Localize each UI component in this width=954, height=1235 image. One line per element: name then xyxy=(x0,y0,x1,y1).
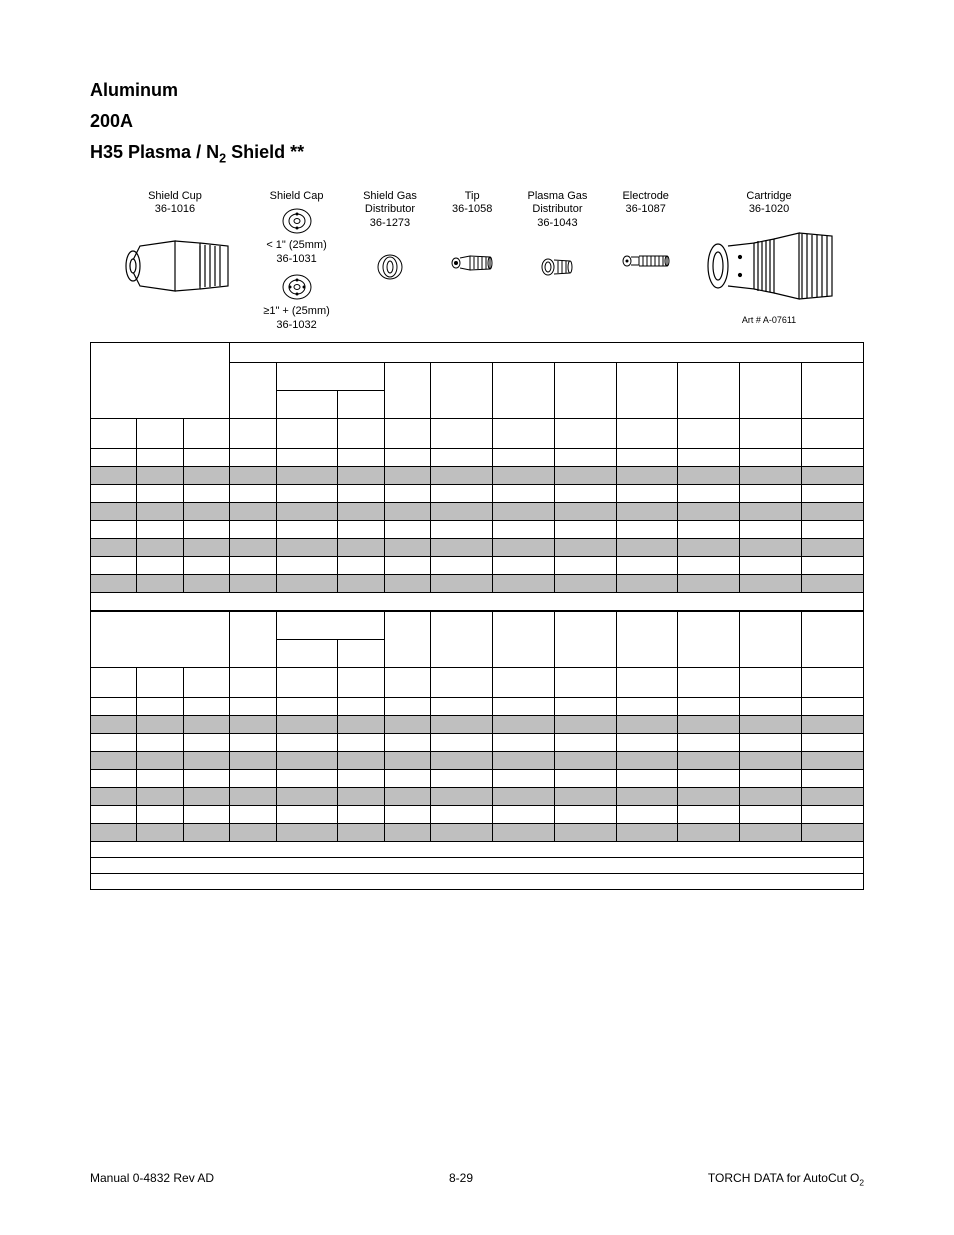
cut-chart-table-2 xyxy=(90,611,864,890)
shield-cap-icon-2 xyxy=(280,273,314,301)
part-shield-cap: Shield Cap < 1" (25mm) 36-1031 xyxy=(263,190,329,333)
shield-gas-distributor-icon xyxy=(375,253,405,281)
cut-chart-tables xyxy=(90,342,864,890)
part-tip: Tip 36-1058 xyxy=(450,190,494,276)
part-electrode: Electrode 36-1087 xyxy=(621,190,671,272)
shield-cup-icon xyxy=(120,221,230,311)
part-cartridge: Cartridge 36-1020 Art # A-07611 xyxy=(704,190,834,327)
shield-cap-icon xyxy=(280,207,314,235)
footer-left: Manual 0-4832 Rev AD xyxy=(90,1171,214,1187)
part-shield-gas-distributor: Shield Gas Distributor 36-1273 xyxy=(363,190,417,281)
footer-right: TORCH DATA for AutoCut O2 xyxy=(708,1171,864,1187)
parts-diagram: Shield Cup 36-1016 Shield Cap xyxy=(120,190,834,333)
page-footer: Manual 0-4832 Rev AD 8-29 TORCH DATA for… xyxy=(90,1171,864,1187)
cartridge-icon xyxy=(704,221,834,311)
plasma-gas-distributor-icon xyxy=(540,257,574,277)
art-number: Art # A-07611 xyxy=(742,315,796,326)
heading-amperage: 200A xyxy=(90,111,864,132)
part-plasma-gas-distributor: Plasma Gas Distributor 36-1043 xyxy=(527,190,587,277)
heading-gas: H35 Plasma / N2 Shield ** xyxy=(90,142,864,166)
electrode-icon xyxy=(621,251,671,271)
headings: Aluminum 200A H35 Plasma / N2 Shield ** xyxy=(90,80,864,166)
footer-center: 8-29 xyxy=(449,1171,473,1187)
tip-icon xyxy=(450,251,494,275)
heading-material: Aluminum xyxy=(90,80,864,101)
part-shield-cup: Shield Cup 36-1016 xyxy=(120,190,230,312)
cut-chart-table-1 xyxy=(90,342,864,611)
